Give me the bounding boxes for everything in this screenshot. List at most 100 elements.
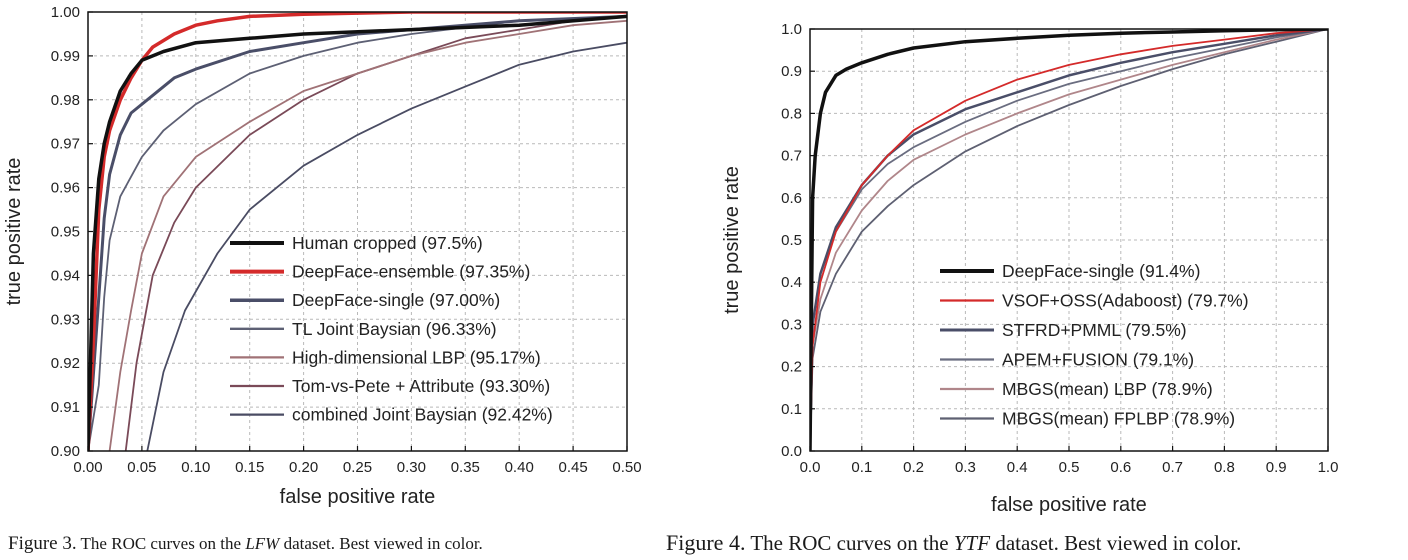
series-line xyxy=(810,29,1328,451)
x-tick-label: 0.00 xyxy=(73,459,102,476)
y-tick-label: 1.0 xyxy=(781,21,802,38)
x-tick-label: 0.45 xyxy=(558,459,587,476)
x-tick-label: 0.40 xyxy=(505,459,534,476)
y-tick-label: 0.93 xyxy=(51,311,80,328)
x-tick-label: 0.8 xyxy=(1214,459,1235,476)
legend-label: DeepFace-single (91.4%) xyxy=(1002,261,1200,281)
x-tick-label: 0.05 xyxy=(127,459,156,476)
x-tick-label: 0.25 xyxy=(343,459,372,476)
legend-item: VSOF+OSS(Adaboost) (79.7%) xyxy=(940,291,1249,311)
series-line xyxy=(88,12,627,451)
y-tick-label: 0.9 xyxy=(781,63,802,80)
legend-item: DeepFace-ensemble (97.35%) xyxy=(230,262,530,282)
caption-label: Figure 4. xyxy=(666,530,746,555)
legend-item: MBGS(mean) FPLBP (78.9%) xyxy=(940,409,1235,429)
series-line xyxy=(810,29,1328,451)
legend-label: DeepFace-single (97.00%) xyxy=(292,290,500,310)
y-axis-label: true positive rate xyxy=(721,166,743,314)
y-tick-label: 0.92 xyxy=(51,355,80,372)
x-tick-label: 0.35 xyxy=(451,459,480,476)
caption-dataset: LFW xyxy=(245,534,280,553)
legend-item: Human cropped (97.5%) xyxy=(230,233,483,253)
caption-text: dataset. Best viewed in color. xyxy=(279,534,483,553)
legend-label: VSOF+OSS(Adaboost) (79.7%) xyxy=(1002,291,1249,311)
legend-item: TL Joint Baysian (96.33%) xyxy=(230,319,497,339)
y-tick-label: 0.99 xyxy=(51,48,80,65)
x-tick-label: 0.3 xyxy=(955,459,976,476)
y-tick-label: 0.2 xyxy=(781,359,802,376)
series-line xyxy=(810,29,1328,451)
y-tick-label: 0.7 xyxy=(781,148,802,165)
series-line xyxy=(124,15,627,451)
y-tick-label: 0.97 xyxy=(51,136,80,153)
caption-label: Figure 3. xyxy=(8,533,77,554)
x-tick-label: 0.9 xyxy=(1266,459,1287,476)
lfw-roc-chart: 0.00 0.05 0.10 0.15 0.20 0.25 0.30 0.35 0.40 0.45… xyxy=(3,4,642,508)
x-tick-label: 0.6 xyxy=(1110,459,1131,476)
x-axis-label: false positive rate xyxy=(280,486,436,508)
legend-label: TL Joint Baysian (96.33%) xyxy=(292,319,497,339)
y-tick-label: 0.1 xyxy=(781,401,802,418)
x-tick-label: 0.4 xyxy=(1007,459,1028,476)
series-line xyxy=(88,15,627,451)
legend-item: DeepFace-single (97.00%) xyxy=(230,290,500,310)
series-line xyxy=(146,41,627,451)
legend-label: DeepFace-ensemble (97.35%) xyxy=(292,262,530,282)
y-tick-label: 0.8 xyxy=(781,105,802,122)
x-tick-label: 0.0 xyxy=(800,459,821,476)
y-tick-label: 0.90 xyxy=(51,443,80,460)
x-tick-label: 0.30 xyxy=(397,459,426,476)
legend-item: MBGS(mean) LBP (78.9%) xyxy=(940,379,1213,399)
y-tick-label: 0.96 xyxy=(51,180,80,197)
caption-text: The ROC curves on the xyxy=(76,534,246,553)
legend-label: High-dimensional LBP (95.17%) xyxy=(292,347,541,367)
series-line xyxy=(108,19,627,451)
x-axis-label: false positive rate xyxy=(991,494,1147,516)
y-tick-label: 0.4 xyxy=(781,274,802,291)
y-tick-label: 0.94 xyxy=(51,267,80,284)
y-tick-label: 1.00 xyxy=(51,4,80,21)
x-tick-label: 0.2 xyxy=(903,459,924,476)
legend-label: MBGS(mean) FPLBP (78.9%) xyxy=(1002,409,1235,429)
legend-label: Tom-vs-Pete + Attribute (93.30%) xyxy=(292,376,550,396)
y-tick-label: 0.0 xyxy=(781,443,802,460)
series-group xyxy=(88,12,627,451)
legend-label: Human cropped (97.5%) xyxy=(292,233,483,253)
series-line xyxy=(88,14,627,451)
y-tick-label: 0.5 xyxy=(781,232,802,249)
legend-item: Tom-vs-Pete + Attribute (93.30%) xyxy=(230,376,550,396)
legend-item: High-dimensional LBP (95.17%) xyxy=(230,347,541,367)
y-tick-label: 0.95 xyxy=(51,224,80,241)
legend: Human cropped (97.5%) DeepFace-ensemble (… xyxy=(230,233,553,425)
caption-text: The ROC curves on the xyxy=(745,531,954,555)
legend-item: DeepFace-single (91.4%) xyxy=(940,261,1200,281)
legend-label: combined Joint Baysian (92.42%) xyxy=(292,405,553,425)
figure-4-caption: Figure 4. The ROC curves on the YTF data… xyxy=(666,530,1241,556)
x-tick-label: 0.15 xyxy=(235,459,264,476)
x-tick-label: 1.0 xyxy=(1318,459,1339,476)
x-tick-label: 0.50 xyxy=(612,459,641,476)
y-tick-label: 0.6 xyxy=(781,190,802,207)
y-tick-label: 0.91 xyxy=(51,399,80,416)
caption-text: dataset. Best viewed in color. xyxy=(990,531,1242,555)
ytf-roc-chart: 0.0 0.1 0.2 0.3 0.4 0.5 0.6 0.7 0.8 0.9 1.0 0.0 0.1 0… xyxy=(721,21,1339,516)
x-tick-label: 0.20 xyxy=(289,459,318,476)
y-tick-label: 0.98 xyxy=(51,92,80,109)
y-tick-label: 0.3 xyxy=(781,316,802,333)
legend-label: STFRD+PMML (79.5%) xyxy=(1002,320,1187,340)
series-line xyxy=(810,29,1328,451)
figure-3-caption: Figure 3. The ROC curves on the LFW data… xyxy=(8,533,483,555)
legend-item: APEM+FUSION (79.1%) xyxy=(940,350,1194,370)
x-tick-label: 0.7 xyxy=(1162,459,1183,476)
legend-item: STFRD+PMML (79.5%) xyxy=(940,320,1187,340)
caption-dataset: YTF xyxy=(953,531,991,555)
legend-label: APEM+FUSION (79.1%) xyxy=(1002,350,1194,370)
series-line xyxy=(810,29,1328,451)
series-group xyxy=(810,29,1328,451)
x-tick-label: 0.1 xyxy=(851,459,872,476)
x-tick-label: 0.5 xyxy=(1059,459,1080,476)
legend-item: combined Joint Baysian (92.42%) xyxy=(230,405,553,425)
legend-label: MBGS(mean) LBP (78.9%) xyxy=(1002,379,1213,399)
x-tick-label: 0.10 xyxy=(181,459,210,476)
